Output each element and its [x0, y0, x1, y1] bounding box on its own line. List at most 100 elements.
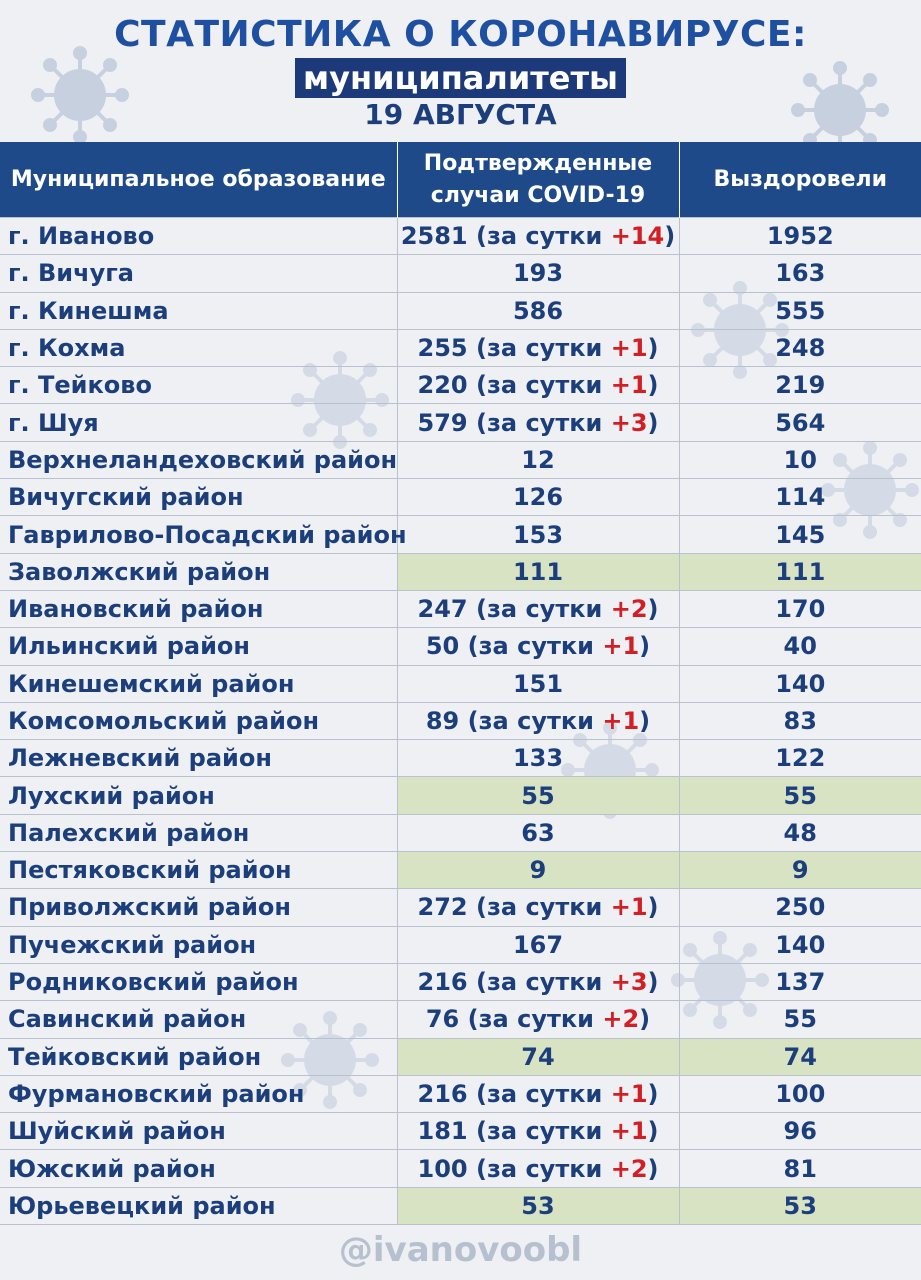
confirmed-cases: 63 [521, 818, 555, 847]
confirmed-cases: 53 [521, 1191, 555, 1220]
recovered-count: 10 [678, 440, 921, 480]
municipality-name: Гаврилово-Посадский район [0, 515, 407, 554]
municipality-name: г. Вичуга [0, 254, 398, 293]
table-row: Лежневский район 133 122 [0, 739, 921, 778]
recovered-count: 170 [678, 589, 921, 629]
daily-prefix: (за сутки [475, 222, 611, 251]
confirmed-cases-cell: 53 [396, 1186, 680, 1226]
page-title: СТАТИСТИКА О КОРОНАВИРУСЕ: [114, 14, 807, 55]
recovered-count: 163 [678, 254, 921, 293]
confirmed-cases: 255 [417, 334, 468, 363]
daily-increase: +3 [610, 968, 648, 997]
virus-icon [31, 46, 129, 144]
municipality-name: г. Иваново [0, 216, 398, 256]
daily-increase: +1 [610, 1117, 648, 1146]
municipality-name: г. Шуя [0, 403, 398, 442]
daily-increase: +2 [610, 595, 648, 624]
recovered-count: 140 [678, 925, 921, 964]
confirmed-cases: 153 [512, 520, 564, 549]
municipality-name: Пучежский район [0, 925, 398, 964]
daily-prefix: (за сутки [467, 1005, 603, 1034]
daily-suffix: ) [647, 1117, 659, 1146]
municipality-name: Юрьевецкий район [0, 1186, 398, 1226]
confirmed-cases-cell: 255 (за сутки +1) [396, 328, 680, 368]
recovered-count: 122 [678, 739, 921, 778]
municipality-name: Палехский район [0, 813, 398, 853]
table-row: Ивановский район 247 (за сутки +2) 170 [0, 589, 921, 629]
municipality-name: Родниковский район [0, 962, 398, 1002]
table-row: г. Тейково 220 (за сутки +1) 219 [0, 366, 921, 405]
daily-prefix: (за сутки [475, 334, 611, 363]
recovered-count: 55 [678, 1000, 921, 1039]
daily-suffix: ) [647, 1154, 659, 1183]
recovered-count: 564 [678, 403, 921, 442]
table-row: Приволжский район 272 (за сутки +1) 250 [0, 888, 921, 927]
municipality-name: Вичугский район [0, 478, 398, 517]
confirmed-cases: 2581 [400, 222, 468, 251]
daily-prefix: (за сутки [467, 632, 603, 661]
table-row: Южский район 100 (за сутки +2) 81 [0, 1149, 921, 1188]
daily-suffix: ) [647, 1079, 659, 1108]
confirmed-cases: 100 [417, 1154, 468, 1183]
table-row: Родниковский район 216 (за сутки +3) 137 [0, 962, 921, 1002]
confirmed-cases: 579 [417, 408, 468, 437]
table-row: Заволжский район 111 111 [0, 552, 921, 591]
recovered-count: 114 [678, 478, 921, 517]
municipality-name: г. Кинешма [0, 291, 398, 330]
confirmed-cases-cell: 193 [396, 254, 680, 293]
confirmed-cases-cell: 89 (за сутки +1) [396, 701, 680, 741]
confirmed-cases-cell: 216 (за сутки +3) [396, 962, 680, 1002]
recovered-count: 81 [678, 1149, 921, 1188]
table-row: Савинский район 76 (за сутки +2) 55 [0, 1000, 921, 1039]
confirmed-cases-cell: 126 [396, 478, 680, 517]
recovered-count: 53 [678, 1186, 921, 1226]
table-row: Кинешемский район 151 140 [0, 664, 921, 703]
recovered-count: 1952 [678, 216, 921, 256]
table-row: Лухский район 55 55 [0, 776, 921, 815]
confirmed-cases: 74 [521, 1042, 555, 1071]
daily-prefix: (за сутки [475, 1117, 611, 1146]
recovered-count: 555 [678, 291, 921, 330]
recovered-count: 9 [678, 851, 921, 890]
confirmed-cases-cell: 74 [396, 1037, 680, 1076]
confirmed-cases-cell: 220 (за сутки +1) [396, 366, 680, 405]
daily-suffix: ) [664, 222, 676, 251]
confirmed-cases: 111 [512, 557, 564, 586]
column-header-recovered: Выздоровели [679, 142, 921, 218]
report-date: 19 АВГУСТА [364, 98, 557, 131]
municipality-name: Лежневский район [0, 739, 398, 778]
recovered-count: 48 [678, 813, 921, 853]
confirmed-cases-cell: 167 [396, 925, 680, 964]
daily-increase: +2 [610, 1154, 648, 1183]
daily-prefix: (за сутки [475, 595, 611, 624]
daily-suffix: ) [647, 595, 659, 624]
municipality-name: г. Кохма [0, 328, 398, 368]
daily-suffix: ) [639, 632, 651, 661]
recovered-count: 248 [678, 328, 921, 368]
confirmed-cases-cell: 151 [396, 664, 680, 703]
daily-increase: +1 [610, 334, 648, 363]
daily-increase: +3 [610, 408, 648, 437]
confirmed-cases: 55 [521, 781, 555, 810]
confirmed-cases-cell: 76 (за сутки +2) [396, 1000, 680, 1039]
table-row: г. Иваново 2581 (за сутки +14) 1952 [0, 216, 921, 256]
daily-prefix: (за сутки [475, 893, 611, 922]
municipality-name: Ивановский район [0, 589, 398, 629]
confirmed-cases: 151 [512, 669, 564, 698]
daily-prefix: (за сутки [475, 968, 611, 997]
confirmed-cases: 220 [417, 371, 468, 400]
confirmed-cases: 126 [512, 483, 564, 512]
daily-suffix: ) [647, 968, 659, 997]
table-row: Пучежский район 167 140 [0, 925, 921, 964]
recovered-count: 140 [678, 664, 921, 703]
municipality-name: Комсомольский район [0, 701, 398, 741]
confirmed-cases: 133 [512, 744, 564, 773]
municipality-name: Фурмановский район [0, 1074, 398, 1114]
confirmed-cases: 247 [417, 595, 468, 624]
confirmed-cases: 586 [512, 296, 564, 325]
daily-increase: +1 [602, 632, 640, 661]
daily-suffix: ) [647, 408, 659, 437]
daily-suffix: ) [639, 1005, 651, 1034]
confirmed-cases-cell: 579 (за сутки +3) [396, 403, 680, 442]
recovered-count: 137 [678, 962, 921, 1002]
